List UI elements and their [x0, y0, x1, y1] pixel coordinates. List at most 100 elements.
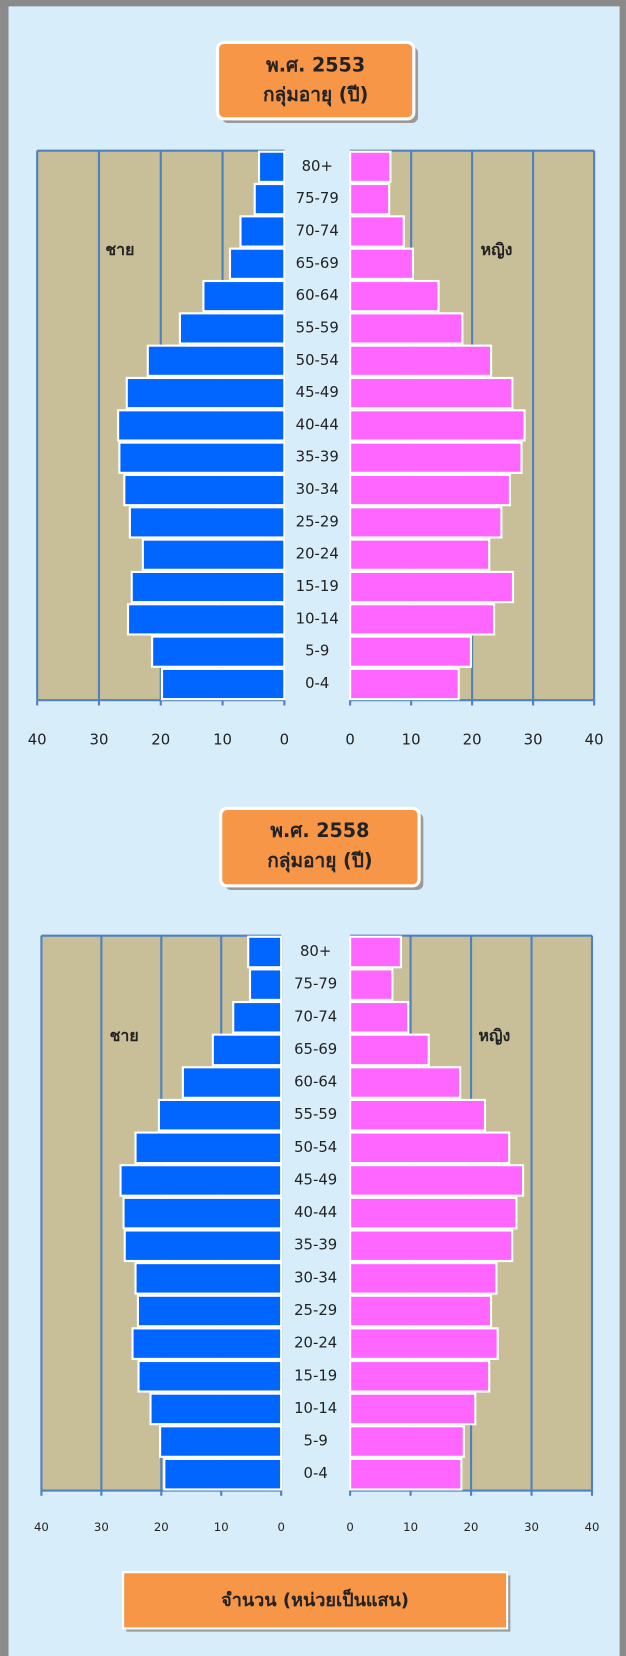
- x-tick-label-left: 0: [280, 730, 289, 748]
- bar-male: [136, 1294, 283, 1328]
- bar-female: [349, 473, 512, 507]
- bar-male: [232, 1000, 283, 1034]
- x-tick-label-right: 30: [524, 1520, 539, 1534]
- bar-male: [211, 1033, 283, 1067]
- x-tick-label-right: 0: [345, 730, 354, 748]
- bar-male: [134, 1131, 283, 1165]
- category-label: 5-9: [305, 642, 329, 660]
- bar-male: [123, 1229, 283, 1263]
- left-border: [0, 0, 9, 1656]
- x-tick-label-left: 20: [151, 730, 170, 748]
- bar-female: [349, 1098, 487, 1132]
- top-border: [0, 0, 626, 7]
- bar-female: [349, 1196, 518, 1230]
- chart-title: พ.ศ. 2558: [270, 819, 369, 842]
- bar-female: [349, 1392, 477, 1426]
- bar-female: [349, 1066, 462, 1099]
- category-label: 65-69: [296, 254, 339, 272]
- category-label: 65-69: [294, 1040, 337, 1058]
- bar-male: [178, 312, 286, 345]
- bar-female: [349, 603, 496, 636]
- category-label: 25-29: [296, 512, 339, 530]
- bar-female: [349, 1359, 491, 1393]
- bar-female: [349, 215, 405, 248]
- category-label: 30-34: [296, 480, 339, 498]
- category-label: 10-14: [294, 1399, 337, 1417]
- footer-label: จำนวน (หน่วยเป็นแสน): [221, 1588, 409, 1611]
- x-tick-label-right: 40: [585, 1520, 600, 1534]
- x-tick-label-right: 0: [346, 1520, 353, 1534]
- category-label: 15-19: [294, 1366, 337, 1384]
- bar-female: [349, 1164, 525, 1197]
- bar-male: [253, 182, 286, 216]
- category-label: 35-39: [294, 1236, 337, 1254]
- bar-male: [118, 441, 286, 474]
- x-tick-label-right: 20: [464, 1520, 479, 1534]
- x-tick-label-left: 30: [90, 730, 109, 748]
- x-tick-label-left: 40: [28, 730, 47, 748]
- category-label: 10-14: [296, 609, 339, 627]
- chart-subtitle: กลุ่มอายุ (ปี): [263, 83, 368, 107]
- bar-male: [151, 635, 286, 668]
- category-label: 35-39: [296, 448, 339, 466]
- category-label: 40-44: [294, 1203, 337, 1221]
- category-label: 50-54: [296, 351, 339, 369]
- category-label: 0-4: [304, 1464, 328, 1482]
- category-label: 25-29: [294, 1301, 337, 1319]
- bar-female: [349, 247, 415, 280]
- bar-female: [349, 344, 493, 377]
- bar-female: [349, 570, 515, 604]
- x-tick-label-right: 10: [403, 1520, 418, 1534]
- bar-male: [160, 667, 286, 701]
- x-tick-label-right: 20: [463, 730, 482, 748]
- bar-female: [349, 441, 523, 474]
- bar-female: [349, 538, 491, 571]
- x-tick-label-left: 10: [213, 730, 232, 748]
- bar-female: [349, 1457, 463, 1491]
- category-label: 0-4: [305, 674, 329, 692]
- legend-label: หญิง: [479, 1026, 511, 1046]
- bar-female: [349, 1229, 514, 1263]
- x-tick-label-right: 30: [524, 730, 543, 748]
- bar-female: [349, 935, 402, 969]
- category-label: 80+: [300, 942, 331, 960]
- legend-label: หญิง: [481, 240, 513, 260]
- bar-female: [349, 968, 394, 1001]
- bar-female: [349, 635, 472, 668]
- category-label: 75-79: [294, 975, 337, 993]
- category-label: 45-49: [296, 383, 339, 401]
- bar-female: [349, 150, 392, 183]
- title-box: [219, 806, 421, 888]
- category-label: 70-74: [296, 221, 339, 239]
- category-label: 55-59: [294, 1105, 337, 1123]
- x-tick-label-right: 10: [402, 730, 421, 748]
- legend-label: ชาย: [105, 240, 134, 259]
- bar-male: [128, 506, 286, 539]
- category-label: 60-64: [296, 286, 339, 304]
- category-label: 15-19: [296, 577, 339, 595]
- bar-male: [239, 215, 286, 248]
- bar-male: [125, 376, 286, 410]
- category-label: 80+: [302, 157, 333, 175]
- title-box: [215, 40, 416, 121]
- bar-male: [141, 538, 286, 571]
- category-label: 20-24: [296, 545, 339, 563]
- bar-male: [146, 344, 286, 377]
- x-tick-label-left: 40: [34, 1520, 49, 1534]
- bar-female: [349, 312, 464, 345]
- bar-male: [159, 1425, 283, 1458]
- bar-female: [349, 506, 503, 539]
- chart-subtitle: กลุ่มอายุ (ปี): [267, 849, 372, 873]
- bar-female: [349, 182, 391, 216]
- x-tick-label-right: 40: [585, 730, 604, 748]
- bar-male: [123, 473, 286, 507]
- bar-male: [247, 935, 283, 969]
- bar-male: [181, 1066, 283, 1099]
- bar-male: [122, 1196, 283, 1230]
- bar-female: [349, 376, 514, 410]
- bar-male: [130, 570, 286, 604]
- category-label: 5-9: [304, 1432, 328, 1450]
- bar-male: [157, 1098, 283, 1132]
- bar-female: [349, 1131, 511, 1165]
